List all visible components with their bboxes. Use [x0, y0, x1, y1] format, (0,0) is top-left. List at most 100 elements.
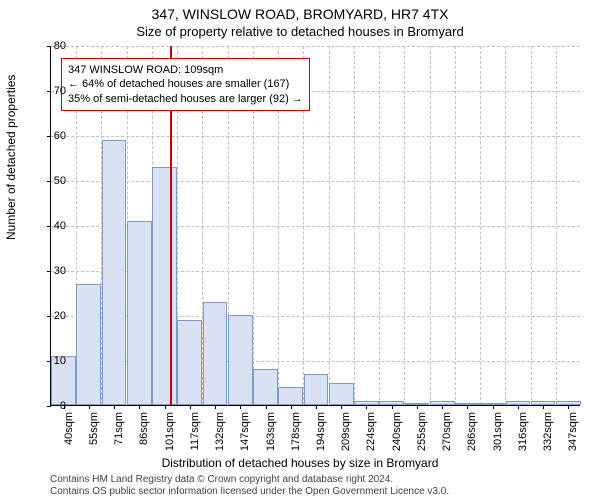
- histogram-bar: [228, 315, 253, 405]
- x-tick-label: 286sqm: [466, 412, 478, 452]
- gridline-v: [379, 46, 380, 405]
- attribution-line-1: Contains HM Land Registry data © Crown c…: [50, 474, 449, 486]
- y-tick-label: 50: [54, 175, 66, 187]
- x-tick-label: 240sqm: [391, 412, 403, 452]
- histogram-bar: [329, 383, 354, 406]
- x-tick-label: 270sqm: [441, 412, 453, 452]
- gridline-h: [51, 46, 580, 47]
- annotation-line: 35% of semi-detached houses are larger (…: [68, 92, 303, 106]
- y-tick-mark: [47, 271, 51, 272]
- histogram-bar: [127, 221, 152, 406]
- attribution-line-2: Contains OS public sector information li…: [50, 486, 449, 498]
- x-tick-mark: [190, 405, 191, 409]
- y-tick-label: 70: [54, 85, 66, 97]
- histogram-bar: [152, 167, 177, 406]
- x-tick-mark: [215, 405, 216, 409]
- x-tick-label: 117sqm: [189, 412, 201, 452]
- y-axis-label: Number of detached properties: [4, 75, 18, 240]
- x-tick-mark: [316, 405, 317, 409]
- y-tick-label: 20: [54, 310, 66, 322]
- y-tick-label: 10: [54, 355, 66, 367]
- x-tick-label: 255sqm: [416, 412, 428, 452]
- x-tick-mark: [543, 405, 544, 409]
- gridline-h: [51, 136, 580, 137]
- gridline-h: [51, 181, 580, 182]
- x-tick-mark: [291, 405, 292, 409]
- x-tick-mark: [366, 405, 367, 409]
- x-tick-label: 147sqm: [239, 412, 251, 452]
- x-tick-mark: [240, 405, 241, 409]
- annotation-line: ← 64% of detached houses are smaller (16…: [68, 77, 303, 91]
- gridline-v: [354, 46, 355, 405]
- gridline-v: [404, 46, 405, 405]
- y-tick-mark: [47, 181, 51, 182]
- x-tick-label: 332sqm: [542, 412, 554, 452]
- x-tick-label: 71sqm: [113, 412, 125, 452]
- histogram-bar: [531, 401, 556, 406]
- annotation-line: 347 WINSLOW ROAD: 109sqm: [68, 63, 303, 77]
- y-tick-label: 40: [54, 220, 66, 232]
- x-tick-mark: [518, 405, 519, 409]
- x-tick-label: 209sqm: [340, 412, 352, 452]
- x-tick-mark: [341, 405, 342, 409]
- x-tick-label: 347sqm: [567, 412, 579, 452]
- y-tick-label: 60: [54, 130, 66, 142]
- x-tick-label: 224sqm: [365, 412, 377, 452]
- histogram-bar: [177, 320, 202, 406]
- x-tick-label: 55sqm: [88, 412, 100, 452]
- x-tick-mark: [266, 405, 267, 409]
- histogram-bar: [253, 369, 278, 405]
- y-tick-mark: [47, 91, 51, 92]
- histogram-bar: [455, 403, 480, 405]
- histogram-bar: [203, 302, 228, 406]
- histogram-bar: [556, 401, 581, 406]
- x-tick-mark: [493, 405, 494, 409]
- x-tick-mark: [442, 405, 443, 409]
- histogram-bar: [379, 401, 404, 406]
- x-tick-mark: [114, 405, 115, 409]
- gridline-v: [329, 46, 330, 405]
- y-tick-mark: [47, 406, 51, 407]
- histogram-bar: [278, 387, 303, 405]
- gridline-v: [455, 46, 456, 405]
- x-tick-mark: [568, 405, 569, 409]
- chart-container: 347, WINSLOW ROAD, BROMYARD, HR7 4TX Siz…: [0, 0, 600, 500]
- y-tick-mark: [47, 316, 51, 317]
- annotation-box: 347 WINSLOW ROAD: 109sqm← 64% of detache…: [61, 58, 310, 111]
- histogram-bar: [102, 140, 127, 406]
- x-tick-label: 301sqm: [492, 412, 504, 452]
- chart-title-address: 347, WINSLOW ROAD, BROMYARD, HR7 4TX: [0, 6, 600, 22]
- gridline-v: [531, 46, 532, 405]
- histogram-bar: [480, 403, 505, 405]
- histogram-bar: [76, 284, 101, 406]
- histogram-bar: [304, 374, 329, 406]
- histogram-bar: [405, 403, 430, 405]
- x-tick-mark: [165, 405, 166, 409]
- gridline-v: [505, 46, 506, 405]
- x-tick-label: 194sqm: [315, 412, 327, 452]
- x-tick-label: 178sqm: [290, 412, 302, 452]
- histogram-bar: [430, 401, 455, 406]
- attribution-text: Contains HM Land Registry data © Crown c…: [50, 474, 449, 498]
- histogram-bar: [354, 401, 379, 406]
- x-tick-mark: [467, 405, 468, 409]
- y-tick-mark: [47, 136, 51, 137]
- histogram-bar: [506, 401, 531, 406]
- plot-area: 347 WINSLOW ROAD: 109sqm← 64% of detache…: [50, 46, 580, 406]
- x-tick-label: 316sqm: [517, 412, 529, 452]
- x-tick-mark: [417, 405, 418, 409]
- gridline-v: [480, 46, 481, 405]
- x-tick-label: 163sqm: [265, 412, 277, 452]
- x-tick-label: 86sqm: [138, 412, 150, 452]
- gridline-v: [556, 46, 557, 405]
- gridline-v: [430, 46, 431, 405]
- x-tick-label: 132sqm: [214, 412, 226, 452]
- y-tick-label: 0: [60, 400, 66, 412]
- y-tick-label: 80: [54, 40, 66, 52]
- y-tick-mark: [47, 226, 51, 227]
- chart-title-description: Size of property relative to detached ho…: [0, 24, 600, 39]
- y-tick-label: 30: [54, 265, 66, 277]
- y-tick-mark: [47, 46, 51, 47]
- x-tick-label: 40sqm: [63, 412, 75, 452]
- x-axis-label: Distribution of detached houses by size …: [0, 456, 600, 470]
